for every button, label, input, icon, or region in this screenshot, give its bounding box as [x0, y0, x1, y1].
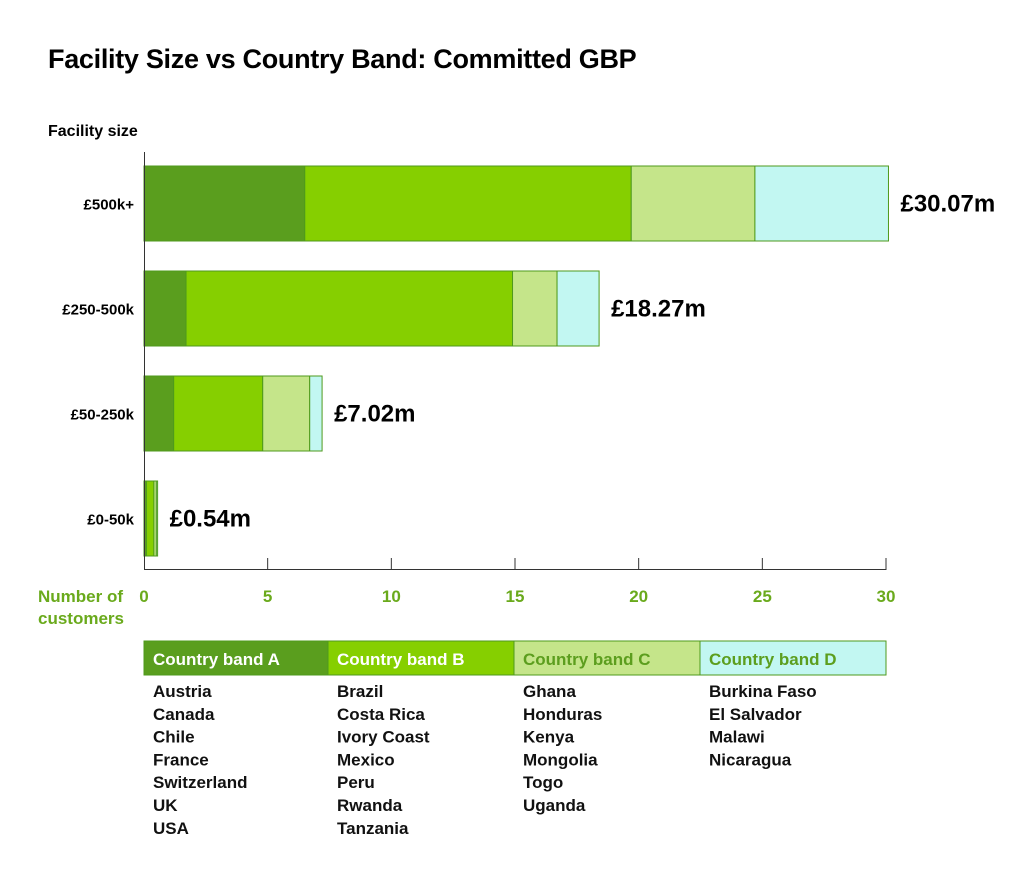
- bar-0-50k-country-band-b: [145, 480, 155, 557]
- legend-country-france: France: [153, 750, 209, 769]
- legend-country-mongolia: Mongolia: [523, 750, 598, 769]
- legend-country-usa: USA: [153, 819, 189, 838]
- legend-header-country-band-a: Country band A: [153, 650, 280, 669]
- legend-country-switzerland: Switzerland: [153, 773, 247, 792]
- legend-country-chile: Chile: [153, 728, 195, 747]
- total-label-250-500k: £18.27m: [611, 296, 706, 323]
- x-tick-label-30: 30: [877, 587, 896, 606]
- legend: Country band A Austria Canada Chile France Sw…: [143, 640, 887, 838]
- bar-50-250k-country-band-c: [262, 375, 311, 452]
- legend-country-canada: Canada: [153, 705, 215, 724]
- legend-swatch-country-band-d: [699, 640, 887, 676]
- legend-country-ghana: Ghana: [523, 682, 576, 701]
- bar-500k-country-band-d: [754, 165, 889, 242]
- legend-swatch-country-band-b: [327, 640, 515, 676]
- bar-250-500k-country-band-b: [185, 270, 514, 347]
- bar-50-250k-country-band-a: [143, 375, 175, 452]
- legend-header-country-band-c: Country band C: [523, 650, 651, 669]
- y-axis-label: Facility size: [48, 123, 138, 140]
- x-axis-label: Number of customers: [38, 587, 124, 628]
- legend-country-mexico: Mexico: [337, 750, 395, 769]
- legend-swatch-country-band-c: [513, 640, 701, 676]
- legend-header-country-band-d: Country band D: [709, 650, 837, 669]
- chart-title: Facility Size vs Country Band: Committed…: [48, 44, 637, 74]
- bar-500k-country-band-b: [304, 165, 632, 242]
- legend-country-togo: Togo: [523, 773, 563, 792]
- legend-country-brazil: Brazil: [337, 682, 383, 701]
- legend-country-malawi: Malawi: [709, 728, 765, 747]
- legend-swatch-country-band-a: [143, 640, 329, 676]
- legend-country-kenya: Kenya: [523, 728, 575, 747]
- legend-country-honduras: Honduras: [523, 705, 602, 724]
- bar-250-500k-country-band-c: [512, 270, 558, 347]
- category-label-250-500k: £250-500k: [62, 302, 134, 319]
- category-label-50-250k: £50-250k: [71, 407, 135, 424]
- total-label-50-250k: £7.02m: [334, 401, 415, 428]
- x-tick-label-15: 15: [506, 587, 525, 606]
- legend-country-peru: Peru: [337, 773, 375, 792]
- x-tick-label-25: 25: [753, 587, 772, 606]
- total-label-500k: £30.07m: [900, 191, 995, 218]
- category-label-0-50k: £0-50k: [87, 512, 134, 529]
- legend-country-uganda: Uganda: [523, 796, 586, 815]
- bar-50-250k-country-band-b: [173, 375, 264, 452]
- bar-500k-country-band-c: [630, 165, 756, 242]
- bar-50-250k-country-band-d: [309, 375, 323, 452]
- legend-country-burkina-faso: Burkina Faso: [709, 682, 817, 701]
- x-tick-label-0: 0: [139, 587, 148, 606]
- category-label-500k: £500k+: [84, 197, 135, 214]
- x-ticks-group: 0 5 10 15 20 25 30: [139, 558, 895, 606]
- legend-header-country-band-b: Country band B: [337, 650, 465, 669]
- bar-0-50k-country-band-d: [155, 480, 159, 557]
- bar-500k-country-band-a: [143, 165, 306, 242]
- legend-country-tanzania: Tanzania: [337, 819, 409, 838]
- legend-country-ivory-coast: Ivory Coast: [337, 728, 430, 747]
- legend-country-rwanda: Rwanda: [337, 796, 403, 815]
- bar-250-500k-country-band-d: [556, 270, 600, 347]
- total-label-0-50k: £0.54m: [170, 506, 251, 533]
- bar-250-500k-country-band-a: [143, 270, 187, 347]
- legend-country-el-salvador: El Salvador: [709, 705, 802, 724]
- x-tick-label-10: 10: [382, 587, 401, 606]
- x-tick-label-20: 20: [629, 587, 648, 606]
- legend-country-uk: UK: [153, 796, 178, 815]
- x-tick-label-5: 5: [263, 587, 272, 606]
- bars-group: £500k+ £30.07m £250-500k £18.27m £50-250k £7.…: [62, 165, 995, 557]
- legend-country-costa-rica: Costa Rica: [337, 705, 425, 724]
- legend-country-nicaragua: Nicaragua: [709, 750, 792, 769]
- legend-country-austria: Austria: [153, 682, 212, 701]
